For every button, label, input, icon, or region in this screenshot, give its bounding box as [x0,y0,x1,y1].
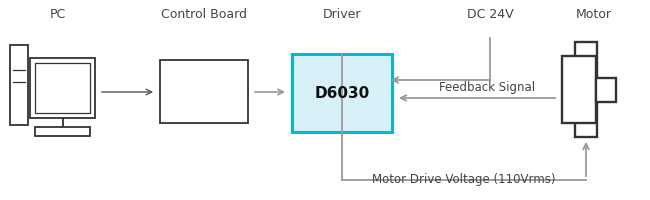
Bar [10,45,28,125]
Bar [562,56,596,123]
Text: DC 24V: DC 24V [467,8,514,21]
Bar [575,42,597,137]
Text: Feedback Signal: Feedback Signal [439,81,535,94]
Text: Motor: Motor [576,8,612,21]
Bar [160,60,248,123]
Text: Control Board: Control Board [161,8,247,21]
Bar [30,58,95,118]
Bar [596,77,616,102]
Bar [292,54,392,132]
Bar [35,63,90,113]
Text: D6030: D6030 [315,86,370,100]
Text: Motor Drive Voltage (110Vrms): Motor Drive Voltage (110Vrms) [372,173,556,186]
Text: Driver: Driver [323,8,361,21]
Text: PC: PC [50,8,66,21]
Bar [35,127,90,136]
